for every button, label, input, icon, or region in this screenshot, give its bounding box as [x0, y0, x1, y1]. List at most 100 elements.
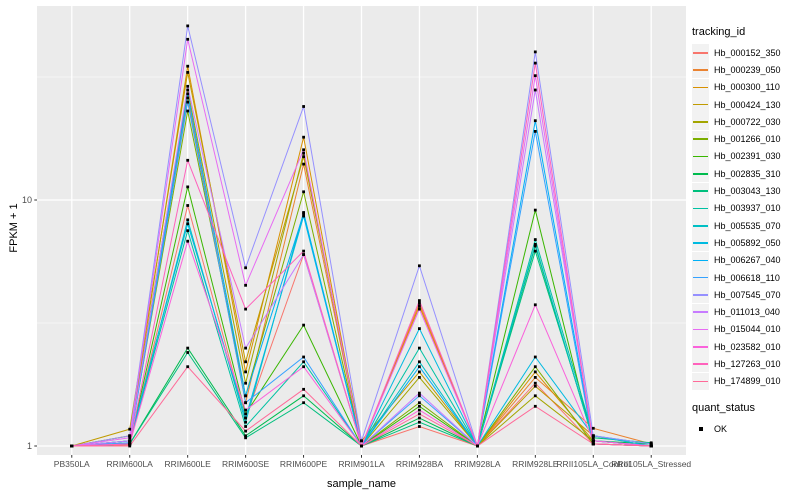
square-point-icon [698, 426, 703, 432]
data-point [302, 212, 305, 216]
legend-line-swatch [693, 103, 708, 106]
color-legend-items: Hb_000152_350 Hb_000239_050 Hb_000300_110 H… [692, 44, 800, 390]
data-point [302, 387, 305, 391]
data-point [186, 351, 190, 354]
data-point [302, 360, 305, 364]
data-point [186, 71, 190, 74]
data-point [533, 303, 537, 307]
data-point [533, 243, 537, 246]
legend-key [692, 372, 709, 390]
legend-key [692, 147, 709, 165]
legend-item: Hb_127263_010 [692, 355, 800, 373]
legend-label: Hb_001266_010 [714, 134, 781, 145]
data-point [244, 416, 247, 420]
data-point [533, 61, 537, 65]
data-point [533, 370, 537, 374]
legend-label: Hb_007545_070 [714, 289, 781, 300]
legend-key [692, 355, 709, 373]
data-point [186, 96, 190, 100]
shape-legend-items: OK [692, 420, 800, 437]
data-point [244, 425, 247, 428]
legend-key [692, 251, 709, 269]
legend-label: OK [714, 423, 728, 434]
legend-label: Hb_006267_040 [714, 255, 781, 266]
y-tick-label: 1 [27, 441, 32, 451]
color-legend-title: tracking_id [692, 26, 746, 38]
data-point [418, 370, 421, 374]
legend-label: Hb_000239_050 [714, 64, 781, 75]
legend-line-swatch [693, 224, 708, 227]
data-point [302, 365, 305, 369]
data-point [418, 416, 421, 420]
data-point [533, 384, 537, 388]
data-point [244, 381, 247, 385]
x-tick-label: RRIM928LE [512, 459, 559, 469]
data-point [418, 391, 421, 395]
legend-key [692, 234, 709, 252]
x-tick-label: RRIM600LA [107, 459, 154, 469]
legend-item: Hb_000424_130 [692, 96, 800, 114]
data-point [302, 323, 305, 327]
x-axis-title: sample_name [326, 478, 397, 490]
data-point [649, 442, 653, 446]
legend-key [692, 130, 709, 148]
legend-item: Hb_174899_010 [692, 372, 800, 390]
data-point [244, 401, 247, 405]
data-point [533, 88, 537, 92]
legend-key [692, 165, 709, 183]
data-point [302, 394, 305, 398]
data-point [418, 394, 421, 398]
legend-item: Hb_015044_010 [692, 320, 800, 338]
data-point [128, 444, 132, 448]
legend-key [692, 286, 709, 304]
data-point [418, 376, 421, 379]
data-point [128, 427, 132, 431]
data-point [533, 244, 537, 248]
data-point [186, 100, 190, 104]
data-point [533, 404, 537, 408]
data-point [186, 346, 190, 350]
data-point [302, 190, 305, 194]
data-point [418, 327, 421, 330]
data-point [418, 408, 421, 412]
data-point [128, 439, 132, 443]
data-point [244, 420, 247, 424]
legend-label: Hb_023582_010 [714, 341, 781, 352]
data-point [418, 307, 421, 311]
x-tick-label: RRIM600SE [222, 459, 270, 469]
data-point [186, 204, 190, 207]
data-point [591, 434, 595, 438]
legend-line-swatch [693, 69, 708, 71]
data-point [533, 376, 537, 379]
data-point [533, 208, 537, 212]
legend-key [692, 420, 709, 437]
data-point [418, 302, 421, 305]
legend-label: Hb_174899_010 [714, 376, 781, 387]
data-point [418, 404, 421, 408]
data-point [244, 283, 247, 287]
legend-line-swatch [693, 138, 708, 141]
legend-key [692, 199, 709, 217]
data-point [302, 105, 305, 108]
legend-label: Hb_003043_130 [714, 186, 781, 197]
data-point [418, 425, 421, 428]
legend-key [692, 182, 709, 200]
legend-item: Hb_000239_050 [692, 61, 800, 79]
legend-line-swatch [693, 345, 708, 348]
data-point [302, 253, 305, 256]
legend-line-swatch [693, 190, 708, 192]
data-point [418, 304, 421, 308]
legend-item: OK [692, 420, 800, 437]
data-point [244, 360, 247, 364]
x-tick-label: RRIM901LA [338, 459, 385, 469]
legend-line-swatch [693, 242, 708, 244]
legend-line-swatch [693, 121, 708, 123]
data-point [533, 394, 537, 398]
legend-item: Hb_000722_030 [692, 113, 800, 131]
data-point [418, 264, 421, 268]
data-point [533, 119, 537, 123]
legend-label: Hb_002835_310 [714, 168, 781, 179]
data-point [302, 162, 305, 166]
